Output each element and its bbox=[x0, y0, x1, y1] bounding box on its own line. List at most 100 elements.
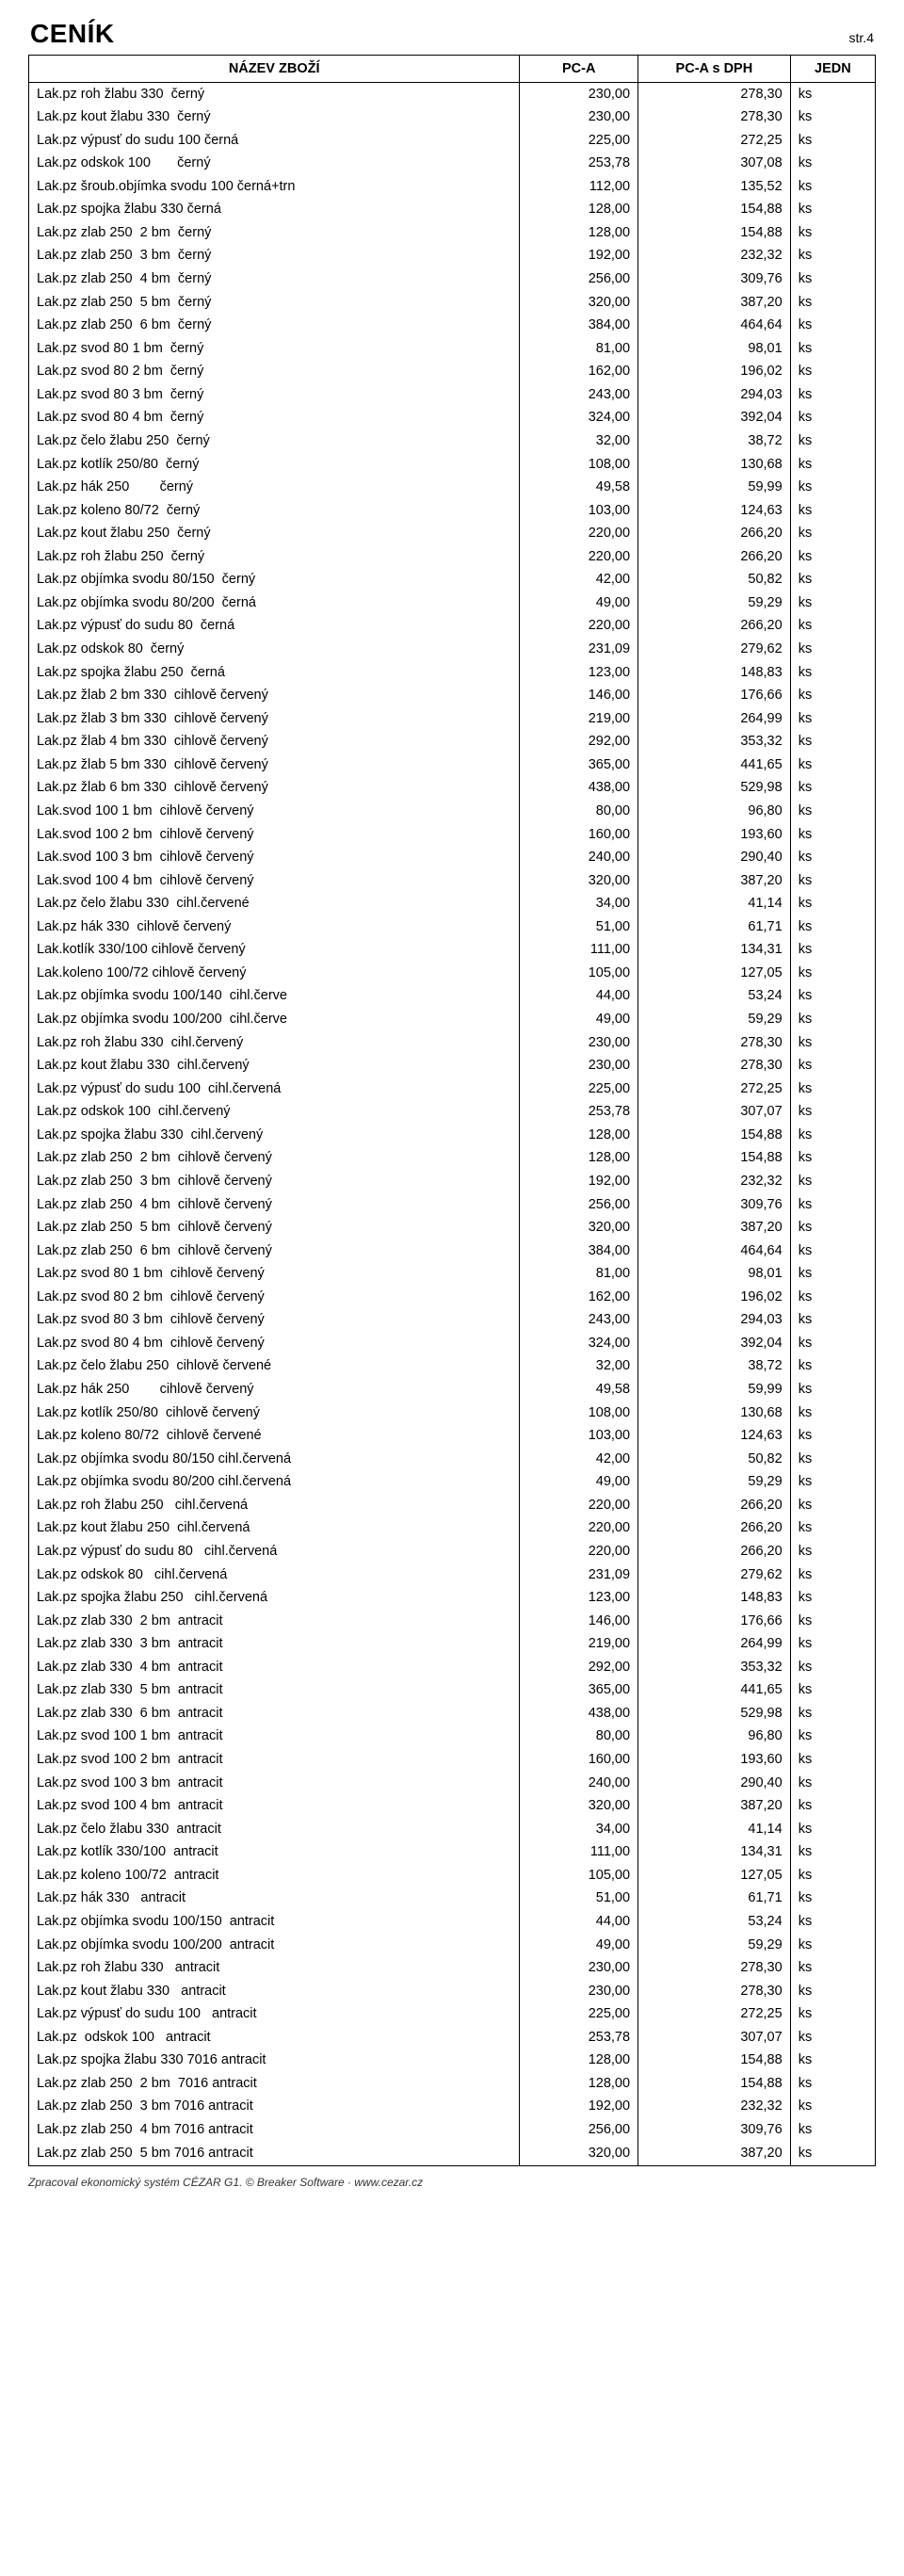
cell-name: Lak.pz objímka svodu 100/200 antracit bbox=[29, 1934, 520, 1957]
cell-pcadph: 154,88 bbox=[638, 1147, 791, 1171]
table-row: Lak.pz svod 80 3 bm cihlově červený243,0… bbox=[29, 1309, 875, 1333]
cell-pca: 146,00 bbox=[520, 1610, 638, 1633]
cell-name: Lak.pz výpusť do sudu 80 černá bbox=[29, 615, 520, 639]
table-row: Lak.pz svod 80 1 bm cihlově červený81,00… bbox=[29, 1263, 875, 1287]
table-row: Lak.pz kotlík 250/80 cihlově červený108,… bbox=[29, 1401, 875, 1425]
cell-pcadph: 266,20 bbox=[638, 615, 791, 639]
cell-pcadph: 387,20 bbox=[638, 291, 791, 315]
cell-unit: ks bbox=[790, 1239, 875, 1263]
cell-pcadph: 134,31 bbox=[638, 939, 791, 963]
cell-pcadph: 98,01 bbox=[638, 337, 791, 361]
cell-pcadph: 53,24 bbox=[638, 1910, 791, 1934]
cell-unit: ks bbox=[790, 1841, 875, 1865]
cell-pcadph: 196,02 bbox=[638, 1286, 791, 1309]
cell-unit: ks bbox=[790, 1494, 875, 1517]
cell-pca: 103,00 bbox=[520, 499, 638, 523]
cell-pcadph: 441,65 bbox=[638, 753, 791, 777]
table-row: Lak.pz kout žlabu 330 černý230,00278,30k… bbox=[29, 106, 875, 130]
cell-name: Lak.pz zlab 330 5 bm antracit bbox=[29, 1679, 520, 1703]
table-row: Lak.pz žlab 5 bm 330 cihlově červený365,… bbox=[29, 753, 875, 777]
table-row: Lak.pz svod 80 3 bm černý243,00294,03ks bbox=[29, 383, 875, 407]
price-table-container: NÁZEV ZBOŽÍ PC-A PC-A s DPH JEDN Lak.pz … bbox=[28, 55, 876, 2166]
table-row: Lak.pz zlab 250 2 bm cihlově červený128,… bbox=[29, 1147, 875, 1171]
cell-pcadph: 272,25 bbox=[638, 129, 791, 153]
table-row: Lak.svod 100 4 bm cihlově červený320,003… bbox=[29, 869, 875, 893]
cell-pca: 438,00 bbox=[520, 777, 638, 801]
table-row: Lak.pz zlab 330 6 bm antracit438,00529,9… bbox=[29, 1702, 875, 1725]
table-row: Lak.pz hák 330 antracit51,0061,71ks bbox=[29, 1887, 875, 1911]
cell-unit: ks bbox=[790, 731, 875, 754]
cell-pcadph: 266,20 bbox=[638, 545, 791, 569]
cell-pca: 108,00 bbox=[520, 453, 638, 477]
cell-name: Lak.pz zlab 250 3 bm 7016 antracit bbox=[29, 2096, 520, 2119]
cell-unit: ks bbox=[790, 153, 875, 176]
cell-pca: 220,00 bbox=[520, 545, 638, 569]
cell-unit: ks bbox=[790, 1725, 875, 1749]
cell-pca: 324,00 bbox=[520, 1332, 638, 1355]
table-row: Lak.pz kout žlabu 250 cihl.červená220,00… bbox=[29, 1517, 875, 1541]
cell-name: Lak.pz odskok 100 černý bbox=[29, 153, 520, 176]
cell-name: Lak.koleno 100/72 cihlově červený bbox=[29, 962, 520, 985]
cell-pcadph: 59,29 bbox=[638, 591, 791, 615]
table-row: Lak.pz zlab 250 3 bm cihlově červený192,… bbox=[29, 1170, 875, 1193]
cell-pcadph: 41,14 bbox=[638, 1818, 791, 1841]
cell-pcadph: 127,05 bbox=[638, 1864, 791, 1887]
cell-pca: 80,00 bbox=[520, 800, 638, 823]
cell-pca: 112,00 bbox=[520, 175, 638, 199]
cell-unit: ks bbox=[790, 268, 875, 292]
table-row: Lak.svod 100 2 bm cihlově červený160,001… bbox=[29, 823, 875, 847]
cell-pcadph: 232,32 bbox=[638, 2096, 791, 2119]
table-row: Lak.pz zlab 250 2 bm 7016 antracit128,00… bbox=[29, 2072, 875, 2096]
cell-unit: ks bbox=[790, 291, 875, 315]
cell-pcadph: 294,03 bbox=[638, 383, 791, 407]
cell-unit: ks bbox=[790, 869, 875, 893]
table-row: Lak.pz spojka žlabu 330 černá128,00154,8… bbox=[29, 199, 875, 222]
cell-pcadph: 272,25 bbox=[638, 2003, 791, 2027]
cell-pca: 230,00 bbox=[520, 1031, 638, 1055]
cell-pca: 105,00 bbox=[520, 962, 638, 985]
cell-pca: 105,00 bbox=[520, 1864, 638, 1887]
cell-name: Lak.pz svod 80 3 bm černý bbox=[29, 383, 520, 407]
cell-pcadph: 387,20 bbox=[638, 1217, 791, 1240]
table-row: Lak.pz zlab 250 3 bm 7016 antracit192,00… bbox=[29, 2096, 875, 2119]
table-row: Lak.pz objímka svodu 100/200 antracit49,… bbox=[29, 1934, 875, 1957]
table-row: Lak.pz hák 250 černý49,5859,99ks bbox=[29, 477, 875, 500]
cell-name: Lak.pz kout žlabu 330 antracit bbox=[29, 1980, 520, 2003]
cell-pcadph: 309,76 bbox=[638, 268, 791, 292]
cell-pcadph: 529,98 bbox=[638, 777, 791, 801]
cell-pcadph: 232,32 bbox=[638, 245, 791, 268]
table-row: Lak.pz objímka svodu 80/150 černý42,0050… bbox=[29, 569, 875, 592]
cell-pca: 108,00 bbox=[520, 1401, 638, 1425]
cell-pcadph: 61,71 bbox=[638, 915, 791, 939]
table-row: Lak.pz objímka svodu 100/140 cihl.červe4… bbox=[29, 985, 875, 1009]
cell-unit: ks bbox=[790, 1772, 875, 1795]
cell-name: Lak.pz spojka žlabu 330 cihl.červený bbox=[29, 1124, 520, 1147]
cell-unit: ks bbox=[790, 1077, 875, 1101]
table-row: Lak.pz svod 80 2 bm černý162,00196,02ks bbox=[29, 361, 875, 384]
table-row: Lak.pz kout žlabu 330 antracit230,00278,… bbox=[29, 1980, 875, 2003]
cell-name: Lak.pz výpusť do sudu 100 černá bbox=[29, 129, 520, 153]
cell-unit: ks bbox=[790, 1055, 875, 1078]
cell-unit: ks bbox=[790, 2072, 875, 2096]
table-row: Lak.pz svod 100 2 bm antracit160,00193,6… bbox=[29, 1749, 875, 1773]
cell-name: Lak.pz zlab 250 3 bm černý bbox=[29, 245, 520, 268]
cell-unit: ks bbox=[790, 1471, 875, 1495]
cell-pca: 128,00 bbox=[520, 221, 638, 245]
cell-unit: ks bbox=[790, 823, 875, 847]
cell-pcadph: 278,30 bbox=[638, 1055, 791, 1078]
cell-pca: 49,00 bbox=[520, 1934, 638, 1957]
page-header: CENÍK str.4 bbox=[28, 19, 876, 55]
cell-pcadph: 529,98 bbox=[638, 1702, 791, 1725]
cell-unit: ks bbox=[790, 1910, 875, 1934]
cell-unit: ks bbox=[790, 1679, 875, 1703]
cell-unit: ks bbox=[790, 939, 875, 963]
cell-name: Lak.pz objímka svodu 80/200 cihl.červená bbox=[29, 1471, 520, 1495]
cell-unit: ks bbox=[790, 1448, 875, 1471]
cell-unit: ks bbox=[790, 1517, 875, 1541]
table-row: Lak.pz odskok 100 černý253,78307,08ks bbox=[29, 153, 875, 176]
table-row: Lak.pz odskok 100 antracit253,78307,07ks bbox=[29, 2026, 875, 2049]
cell-pcadph: 148,83 bbox=[638, 661, 791, 685]
cell-unit: ks bbox=[790, 1101, 875, 1125]
cell-unit: ks bbox=[790, 1957, 875, 1981]
cell-unit: ks bbox=[790, 1610, 875, 1633]
